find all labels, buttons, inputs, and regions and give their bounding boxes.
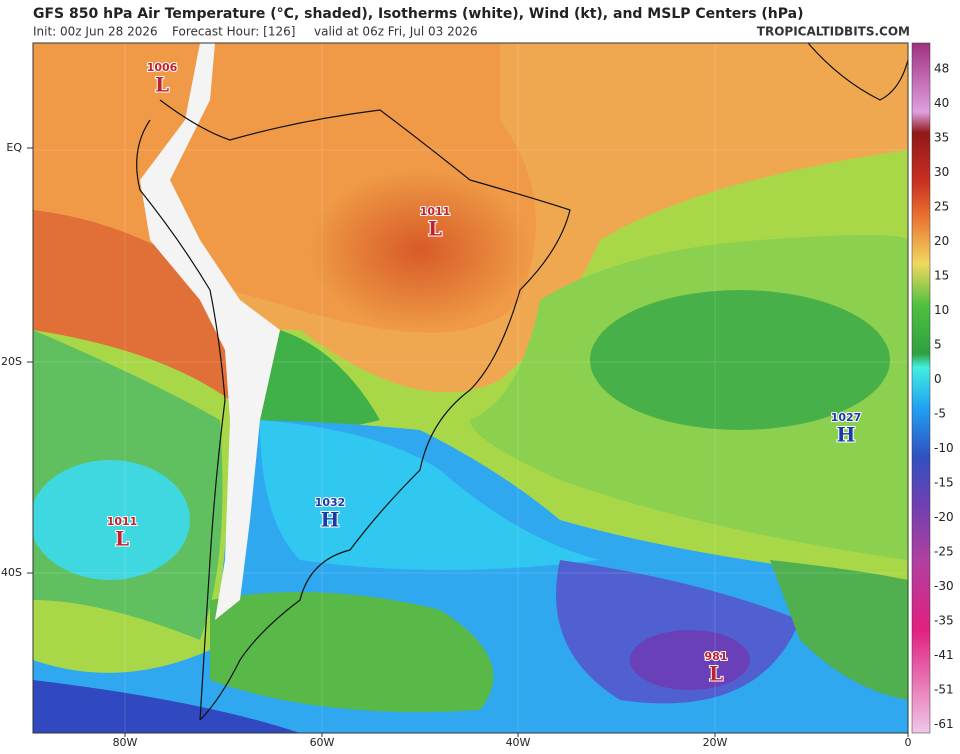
pressure-value: 1027 xyxy=(831,411,862,424)
colorbar xyxy=(911,42,931,734)
pressure-letter: L xyxy=(709,662,723,686)
longitude-label: 60W xyxy=(310,736,335,749)
longitude-label: 0 xyxy=(905,736,912,749)
init-time: Init: 00z Jun 28 2026 xyxy=(33,25,158,39)
pressure-letter: L xyxy=(155,73,169,97)
valid-time: valid at 06z Fri, Jul 03 2026 xyxy=(314,25,478,39)
colorbar-tick-label: 15 xyxy=(934,268,949,282)
longitude-label: 80W xyxy=(113,736,138,749)
pressure-value: 1011 xyxy=(107,515,138,528)
pressure-letter: H xyxy=(837,423,856,447)
colorbar-tick-label: -35 xyxy=(934,613,954,627)
colorbar-tick-label: 48 xyxy=(934,61,949,75)
colorbar-tick-label: 25 xyxy=(934,199,949,213)
pressure-letter: L xyxy=(115,527,129,551)
longitude-label: 20W xyxy=(703,736,728,749)
pressure-value: 1011 xyxy=(420,205,451,218)
pressure-value: 981 xyxy=(705,650,728,663)
pressure-value: 1032 xyxy=(315,496,346,509)
latitude-label: 40S xyxy=(1,566,22,579)
colorbar-tick-label: 5 xyxy=(934,337,942,351)
pressure-letter: H xyxy=(321,508,340,532)
pressure-letter: L xyxy=(428,217,442,241)
colorbar-tick-label: 40 xyxy=(934,96,949,110)
colorbar-tick-label: -20 xyxy=(934,510,954,524)
colorbar-tick-label: 30 xyxy=(934,165,949,179)
latitude-label: EQ xyxy=(6,141,22,154)
colorbar-tick-label: -51 xyxy=(934,682,954,696)
colorbar-tick-label: -30 xyxy=(934,579,954,593)
colorbar-tick-label: 10 xyxy=(934,303,949,317)
map-field xyxy=(33,43,908,733)
colorbar-tick-label: 0 xyxy=(934,372,942,386)
map-frame xyxy=(32,42,909,734)
colorbar-tick-label: 20 xyxy=(934,234,949,248)
forecast-hour: Forecast Hour: [126] xyxy=(172,25,295,39)
colorbar-tick-label: -25 xyxy=(934,544,954,558)
colorbar-tick-label: -15 xyxy=(934,475,954,489)
colorbar-tick-label: -10 xyxy=(934,441,954,455)
colorbar-tick-label: -5 xyxy=(934,406,946,420)
site-name: TROPICALTIDBITS.COM xyxy=(757,25,910,39)
longitude-label: 40W xyxy=(506,736,531,749)
title: GFS 850 hPa Air Temperature (°C, shaded)… xyxy=(33,6,804,22)
colorbar-tick-label: 35 xyxy=(934,130,949,144)
colorbar-tick-label: -61 xyxy=(934,717,954,731)
colorbar-tick-label: -41 xyxy=(934,648,954,662)
latitude-label: 20S xyxy=(1,355,22,368)
pressure-value: 1006 xyxy=(147,61,178,74)
